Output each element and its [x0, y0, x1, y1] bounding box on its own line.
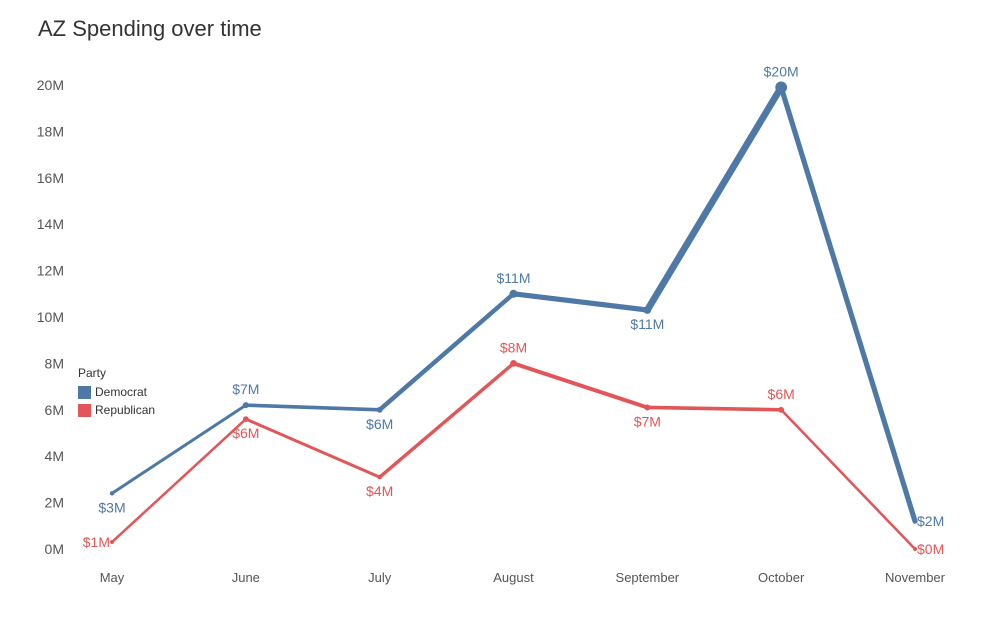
data-label-layer: $3M $7M $6M $11M $11M $20M $2M $1M $6M $4M $8M $7M $… — [83, 63, 944, 557]
data-point-democrat — [775, 81, 788, 94]
y-tick-label: 0M — [45, 541, 64, 557]
series-segment-republican — [244, 417, 382, 479]
data-label-democrat: $11M — [630, 316, 664, 332]
data-point-republican — [110, 540, 114, 545]
series-segment-democrat — [778, 84, 918, 524]
legend-swatch-democrat — [78, 385, 91, 399]
legend-item-democrat[interactable]: Democrat — [78, 383, 155, 401]
x-axis: May June July August September October Novembe… — [100, 570, 946, 585]
series-segment-republican — [645, 405, 783, 412]
x-tick-label: August — [493, 570, 534, 585]
data-point-democrat — [913, 519, 917, 524]
data-label-republican: $6M — [232, 425, 259, 441]
data-point-democrat — [376, 406, 383, 413]
series-democrat — [109, 81, 918, 524]
data-label-republican: $4M — [366, 483, 393, 499]
legend-label-democrat: Democrat — [95, 385, 148, 399]
data-point-republican — [377, 474, 383, 480]
y-tick-label: 18M — [37, 123, 64, 139]
data-label-republican: $7M — [634, 413, 661, 429]
legend-item-republican[interactable]: Republican — [78, 401, 155, 419]
data-point-democrat — [109, 491, 115, 496]
y-tick-label: 6M — [45, 402, 64, 418]
data-label-democrat: $3M — [98, 499, 125, 515]
series-segment-republican — [377, 361, 516, 479]
series-segment-republican — [779, 408, 917, 551]
x-tick-label: September — [616, 570, 680, 585]
y-tick-label: 16M — [37, 170, 64, 186]
x-tick-label: November — [885, 570, 946, 585]
y-tick-label: 14M — [37, 216, 64, 232]
data-point-republican — [644, 404, 651, 411]
chart-title: AZ Spending over time — [38, 16, 262, 41]
x-tick-label: May — [100, 570, 125, 585]
x-tick-label: October — [758, 570, 805, 585]
data-point-democrat — [242, 402, 249, 409]
series-republican — [110, 360, 917, 551]
x-tick-label: June — [232, 570, 260, 585]
series-segment-democrat — [377, 291, 516, 413]
data-label-democrat: $7M — [232, 381, 259, 397]
series-segment-republican — [110, 417, 248, 544]
series-segment-republican — [511, 361, 650, 410]
y-tick-label: 10M — [37, 309, 64, 325]
series-segment-democrat — [510, 291, 650, 313]
series-layer — [109, 81, 918, 551]
data-label-republican: $0M — [917, 541, 944, 557]
data-label-republican: $6M — [768, 386, 795, 402]
series-segment-democrat — [110, 403, 248, 495]
y-tick-label: 12M — [37, 263, 64, 279]
y-tick-label: 2M — [45, 495, 64, 511]
data-label-democrat: $20M — [764, 63, 799, 79]
series-segment-democrat — [244, 403, 382, 412]
y-axis: 0M 2M 4M 6M 8M 10M 12M 14M 16M 18M 20M — [37, 77, 64, 557]
data-point-republican — [913, 547, 917, 551]
data-point-democrat — [643, 306, 652, 314]
data-label-democrat: $11M — [497, 270, 531, 286]
y-tick-label: 20M — [37, 77, 64, 93]
series-segment-democrat — [643, 83, 785, 314]
data-point-republican — [242, 416, 249, 422]
data-point-republican — [510, 360, 517, 367]
data-label-democrat: $6M — [366, 416, 393, 432]
y-tick-label: 4M — [45, 448, 64, 464]
data-label-republican: $8M — [500, 339, 527, 355]
x-tick-label: July — [368, 570, 392, 585]
data-label-democrat: $2M — [917, 513, 944, 529]
legend-label-republican: Republican — [95, 403, 156, 417]
legend: Party Democrat Republican — [78, 366, 155, 419]
data-point-democrat — [509, 289, 518, 298]
y-tick-label: 8M — [45, 355, 64, 371]
legend-swatch-republican — [78, 403, 91, 417]
data-label-republican: $1M — [83, 534, 110, 550]
legend-title: Party — [78, 366, 107, 380]
data-point-republican — [778, 406, 785, 413]
